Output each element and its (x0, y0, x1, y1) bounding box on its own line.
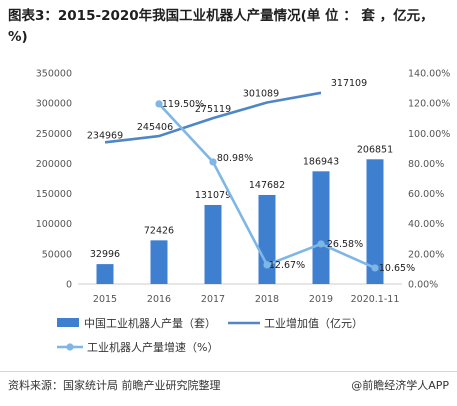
footer-divider (0, 371, 457, 372)
source-note: 资料来源：国家统计局 前瞻产业研究院整理 (8, 379, 221, 392)
value-added-data-label: 245406 (137, 122, 173, 133)
growth-rate-data-label: 12.67% (269, 260, 305, 271)
x-axis-tick-label: 2020.1-11 (351, 294, 400, 305)
left-axis: 0 50000 100000 150000 200000 250000 300000 3500… (36, 69, 72, 291)
right-axis: 0.00% 20.00% 40.00% 60.00% 80.00% 100.00% 120.… (408, 69, 450, 291)
bar (204, 204, 222, 284)
x-axis-labels: 2015 2016 2017 2018 2019 2020.1-11 (93, 294, 399, 305)
bar (96, 264, 114, 284)
right-axis-tick-label: 120.00% (408, 99, 450, 110)
x-axis-tick-label: 2018 (255, 294, 279, 305)
left-axis-tick-label: 0 (66, 280, 72, 291)
x-axis-tick-label: 2016 (147, 294, 171, 305)
growth-rate-marker (155, 100, 163, 108)
right-axis-tick-label: 0.00% (408, 280, 438, 291)
bar-data-label: 186943 (303, 156, 339, 167)
bar (366, 159, 384, 284)
left-axis-tick-label: 300000 (36, 99, 72, 110)
legend-label: 工业增加值（亿元） (264, 316, 363, 330)
left-axis-tick-label: 150000 (36, 189, 72, 200)
value-added-data-label: 234969 (87, 130, 123, 141)
right-axis-tick-label: 20.00% (408, 249, 444, 260)
legend-swatch-bar (57, 318, 79, 327)
value-added-line (104, 91, 322, 144)
brand-tag: @前瞻经济学人APP (351, 379, 449, 392)
growth-rate-series: 119.50% 80.98% 12.67% 26.58% 10.65% (155, 99, 415, 274)
left-axis-tick-label: 50000 (42, 249, 72, 260)
legend-label: 工业机器人产量增速（%） (87, 340, 218, 354)
legend-swatch-marker (66, 343, 74, 351)
right-axis-tick-label: 140.00% (408, 69, 450, 80)
bar-data-label: 206851 (357, 144, 393, 155)
value-added-series: 234969 245406 275119 301089 317109 (87, 78, 367, 144)
legend: 中国工业机器人产量（套） 工业增加值（亿元） 工业机器人产量增速（%） (57, 316, 363, 354)
left-axis-tick-label: 350000 (36, 69, 72, 80)
right-axis-tick-label: 100.00% (408, 129, 450, 140)
value-added-data-label: 301089 (243, 88, 279, 99)
bar (258, 194, 276, 284)
bar-data-label: 131079 (195, 190, 231, 201)
growth-rate-data-label: 80.98% (217, 153, 253, 164)
bar-data-label: 32996 (90, 249, 120, 260)
legend-label: 中国工业机器人产量（套） (84, 316, 216, 330)
value-added-data-label: 317109 (331, 78, 367, 89)
left-axis-tick-label: 100000 (36, 219, 72, 230)
bar-series: 32996 72426 131079 147682 186943 206851 (90, 144, 393, 284)
growth-rate-marker (317, 240, 325, 248)
x-axis-tick-label: 2019 (309, 294, 333, 305)
bar-data-label: 147682 (249, 180, 285, 191)
growth-rate-data-label: 10.65% (379, 263, 415, 274)
right-axis-tick-label: 80.00% (408, 159, 444, 170)
growth-rate-data-label: 119.50% (162, 99, 204, 110)
left-axis-tick-label: 250000 (36, 129, 72, 140)
combo-chart: 0 50000 100000 150000 200000 250000 300000 3500… (36, 69, 451, 355)
growth-rate-marker (209, 158, 217, 166)
bar-data-label: 72426 (144, 225, 174, 236)
growth-rate-marker (371, 264, 379, 272)
right-axis-tick-label: 40.00% (408, 219, 444, 230)
value-added-data-label: 275119 (195, 104, 231, 115)
right-axis-tick-label: 60.00% (408, 189, 444, 200)
bar (312, 171, 330, 284)
chart-title: 图表3：2015-2020年我国工业机器人产量情况(单 位 ： 套 ，亿元，%) (8, 8, 434, 45)
x-axis-tick-label: 2015 (93, 294, 117, 305)
x-axis-tick-label: 2017 (201, 294, 225, 305)
growth-rate-marker (263, 261, 271, 269)
growth-rate-data-label: 26.58% (327, 239, 363, 250)
left-axis-tick-label: 200000 (36, 159, 72, 170)
bar (150, 240, 168, 284)
